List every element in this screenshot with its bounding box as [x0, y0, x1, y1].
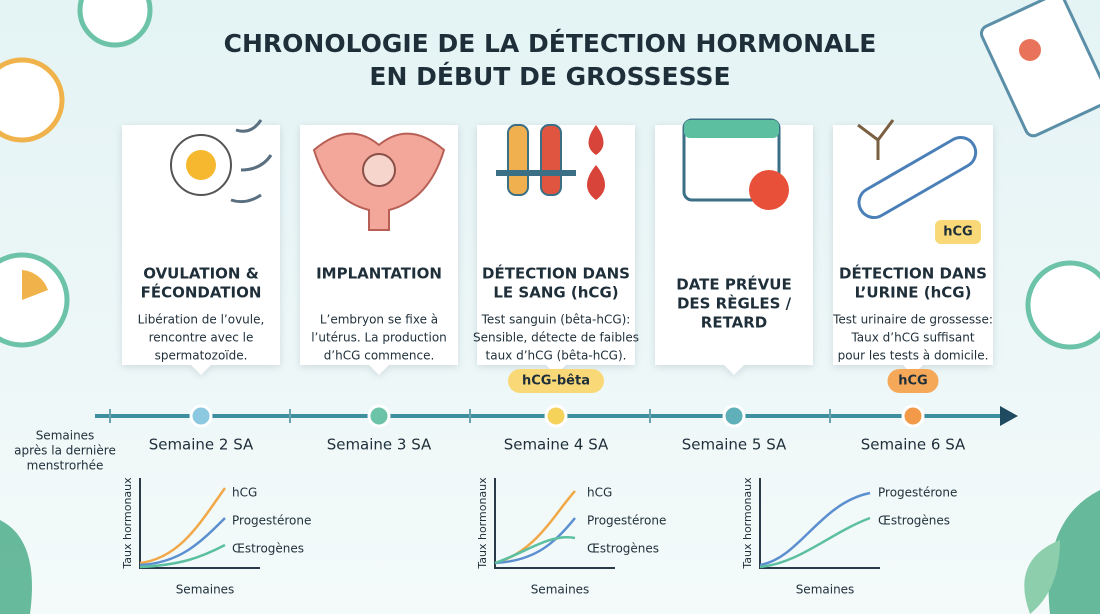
image-label: hCG	[943, 225, 972, 240]
badge	[887, 369, 939, 393]
drop	[587, 125, 605, 200]
timeline-axis-label: menstrorhée	[27, 459, 104, 473]
badge-label: hCG	[898, 374, 927, 389]
card-box	[122, 125, 280, 375]
card-description: d’hCG commence.	[324, 349, 435, 363]
mini-curve	[759, 491, 871, 567]
embryo	[362, 153, 396, 187]
mini-axes	[494, 478, 615, 569]
sperm	[230, 119, 273, 204]
mini-curve	[759, 516, 871, 569]
mini-chart: Taux hormonaux Semaines hCG Progestérone Œst…	[121, 477, 311, 597]
mini-series-label: Œstrogènes	[878, 514, 950, 528]
tube	[540, 124, 562, 196]
timeline-dot	[367, 404, 391, 428]
card-title: IMPLANTATION	[316, 265, 442, 283]
card-description: Libération de l’ovule,	[138, 313, 265, 327]
week-label: Semaine 4 SA	[504, 436, 609, 454]
mini-series-label: Progestérone	[232, 514, 311, 528]
title-line: EN DÉBUT DE GROSSESSE	[369, 62, 730, 91]
week-label: Semaine 3 SA	[327, 436, 432, 454]
mini-chart: Taux hormonaux Semaines Progestérone Œstrog…	[741, 477, 957, 597]
mini-series-label: hCG	[587, 486, 612, 500]
image-label-bg	[935, 220, 981, 244]
week-label: Semaine 5 SA	[682, 436, 787, 454]
timeline-dot	[189, 404, 213, 428]
yolk	[186, 150, 216, 180]
card-title: DÉTECTION DANS	[482, 264, 630, 283]
timeline-axis-label: après la dernière	[14, 444, 116, 458]
timeline: Semaine 2 SA Semaine 3 SA Semaine 4 SA Sema…	[14, 404, 1018, 473]
clock-hand	[22, 270, 48, 300]
mini-curve	[139, 543, 226, 569]
card-description: Sensible, détecte de faibles	[473, 331, 639, 345]
mini-y-label: Taux hormonaux	[741, 477, 754, 570]
mini-chart: Taux hormonaux Semaines hCG Progestérone Œst…	[476, 477, 666, 597]
card-description: Taux d’hCG suffisant	[850, 331, 974, 345]
card-description: Test urinaire de grossesse:	[832, 313, 993, 327]
mini-curve	[139, 517, 226, 567]
week-label: Semaine 6 SA	[861, 436, 966, 454]
timeline-dot	[544, 404, 568, 428]
mini-curve	[139, 487, 227, 565]
mini-charts: Taux hormonaux Semaines hCG Progestérone Œst…	[121, 477, 957, 597]
card-description: taux d’hCG (bêta-hCG).	[486, 349, 627, 363]
card-title: LE SANG (hCG)	[493, 284, 618, 302]
leaf-decor	[0, 490, 1100, 614]
mini-series-label: Progestérone	[878, 486, 957, 500]
card-title: L’URINE (hCG)	[855, 284, 972, 302]
badge-label: hCG-bêta	[522, 374, 590, 389]
tube	[507, 124, 529, 196]
mini-curve	[494, 535, 576, 565]
week-label: Semaine 2 SA	[149, 436, 254, 454]
molecule	[857, 119, 895, 160]
alert	[749, 170, 789, 210]
timeline-dot	[722, 404, 746, 428]
card: OVULATION &FÉCONDATION Libération de l’ov…	[122, 119, 280, 375]
card-title: DES RÈGLES /	[677, 294, 792, 313]
mini-series-label: Œstrogènes	[587, 542, 659, 556]
card-description: L’embryon se fixe à	[320, 313, 438, 327]
card-title: FÉCONDATION	[141, 283, 262, 302]
mini-x-label: Semaines	[176, 583, 235, 597]
card-description: rencontre avec le	[149, 331, 254, 345]
mini-axes	[759, 478, 880, 569]
timeline-dot	[901, 404, 925, 428]
test-stick	[857, 136, 978, 220]
mini-y-label: Taux hormonaux	[476, 477, 489, 570]
card: IMPLANTATION L’embryon se fixe à l’utérus.…	[300, 125, 458, 375]
clipboard-decor	[979, 0, 1100, 138]
clock-decor	[0, 0, 1100, 350]
rack	[496, 170, 576, 176]
mini-axes	[139, 478, 260, 569]
mini-series-label: Progestérone	[587, 514, 666, 528]
card-description: l’utérus. La production	[311, 331, 447, 345]
mini-x-label: Semaines	[796, 583, 855, 597]
mini-curve	[494, 517, 576, 565]
card-description: pour les tests à domicile.	[838, 349, 989, 363]
card-description: Test sanguin (bêta-hCG):	[481, 313, 631, 327]
cards: OVULATION &FÉCONDATION Libération de l’ov…	[122, 118, 993, 393]
title: CHRONOLOGIE DE LA DÉTECTION HORMONALE EN …	[224, 29, 877, 91]
card-description: spermatozoïde.	[155, 349, 248, 363]
calendar-top	[684, 120, 779, 138]
title-line: CHRONOLOGIE DE LA DÉTECTION HORMONALE	[224, 29, 877, 58]
badge	[508, 369, 604, 393]
mini-series-label: Œstrogènes	[232, 542, 304, 556]
card-title: RETARD	[701, 314, 767, 332]
timeline-arrow	[1000, 406, 1018, 426]
mini-series-label: hCG	[232, 486, 257, 500]
card-title: OVULATION &	[143, 265, 259, 283]
timeline-axis-label: Semaines	[36, 429, 95, 443]
card-title: DATE PRÉVUE	[676, 275, 791, 294]
mini-x-label: Semaines	[531, 583, 590, 597]
card-title: DÉTECTION DANS	[839, 264, 987, 283]
mini-y-label: Taux hormonaux	[121, 477, 134, 570]
